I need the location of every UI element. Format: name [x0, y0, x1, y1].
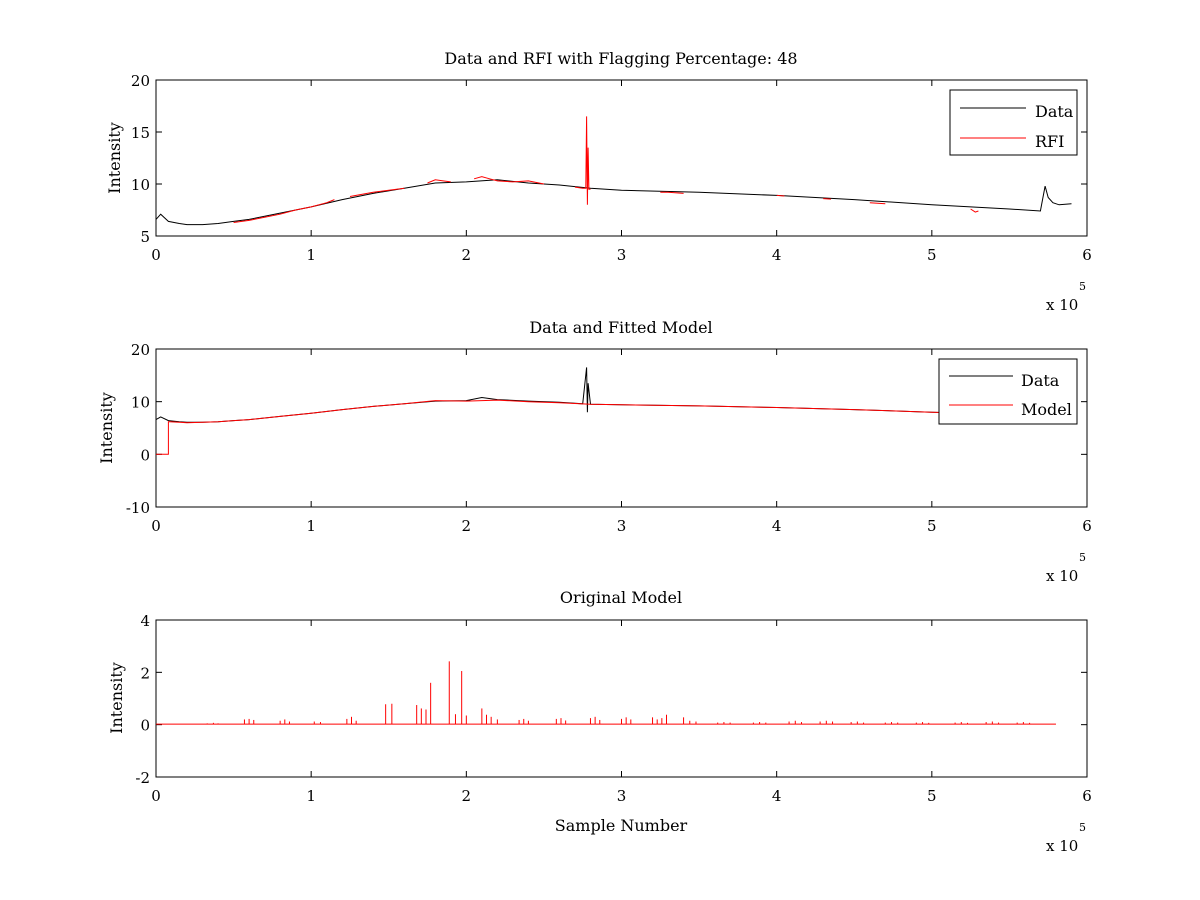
- panel-2-x-exponent-power: 5: [1079, 551, 1086, 564]
- panel-1-xtick-label: 5: [927, 246, 937, 264]
- panel-1-series-rfi-segment: [776, 194, 785, 197]
- panel-1-ytick-label: 20: [131, 72, 150, 90]
- panel-3-ytick-label: 0: [140, 717, 150, 735]
- panel-1-plot-area: [155, 116, 1072, 226]
- panel-2-xtick-label: 6: [1082, 517, 1092, 535]
- panel-2-plot-area: [155, 367, 1057, 455]
- panel-1-xtick-label: 0: [151, 246, 161, 264]
- panel-1-series-rfi-segment: [970, 208, 979, 213]
- panel-1-axes-frame: [155, 79, 1088, 237]
- panel-1-series-rfi-segment: [233, 199, 335, 223]
- panel-1: Data and RFI with Flagging Percentage: 4…: [105, 49, 1092, 314]
- panel-3-ylabel: Intensity: [107, 662, 126, 734]
- panel-3-xtick-label: 6: [1082, 787, 1092, 805]
- panel-3-ytick-label: 4: [140, 612, 150, 630]
- panel-1-legend: Data RFI: [949, 89, 1078, 156]
- panel-1-series-rfi-segment: [427, 179, 451, 184]
- panel-2-title: Data and Fitted Model: [529, 318, 712, 337]
- panel-3-xtick-label: 1: [306, 787, 316, 805]
- panel-3-xtick-label: 0: [151, 787, 161, 805]
- panel-3-ytick-label: -2: [135, 769, 150, 787]
- panel-2-xtick-label: 4: [772, 517, 782, 535]
- panel-1-series-rfi-segment: [823, 198, 832, 200]
- panel-2-x-exponent: x 10: [1046, 567, 1078, 585]
- panel-3-xtick-label: 3: [617, 787, 627, 805]
- panel-1-xtick-label: 4: [772, 246, 782, 264]
- panel-1-ticks: 0 1 2 3 4 5 6 5 10 15 20: [131, 72, 1092, 264]
- panel-3-ytick-label: 2: [140, 664, 150, 682]
- panel-1-xtick-label: 2: [462, 246, 472, 264]
- panel-1-series-rfi-segment: [574, 116, 591, 205]
- panel-3-xtick-label: 5: [927, 787, 937, 805]
- panel-1-series-rfi-segment: [349, 187, 405, 197]
- panel-3-xtick-label: 2: [462, 787, 472, 805]
- panel-2-xtick-label: 3: [617, 517, 627, 535]
- panel-2-legend-label-model: Model: [1021, 400, 1072, 419]
- panel-3-xtick-label: 4: [772, 787, 782, 805]
- panel-2-xtick-label: 0: [151, 517, 161, 535]
- panel-1-xtick-label: 1: [306, 246, 316, 264]
- panel-1-ytick-label: 15: [131, 124, 150, 142]
- panel-1-ylabel: Intensity: [105, 122, 124, 194]
- panel-2-ytick-label: -10: [126, 499, 150, 517]
- panel-1-legend-label-rfi: RFI: [1035, 132, 1064, 151]
- panel-1-xtick-label: 3: [617, 246, 627, 264]
- panel-2-xtick-label: 2: [462, 517, 472, 535]
- panel-1-x-exponent-power: 5: [1079, 280, 1086, 293]
- panel-2-legend-box: [938, 358, 1078, 425]
- panel-2-xtick-label: 1: [306, 517, 316, 535]
- panel-1-legend-box: [949, 89, 1078, 156]
- panel-2-legend: Data Model: [938, 358, 1078, 425]
- panel-2-ytick-label: 20: [131, 341, 150, 359]
- panel-1-series-rfi-segment: [473, 176, 544, 185]
- panel-2: Data and Fitted Model Intensity 0 1 2 3 4 5 6 -…: [97, 318, 1092, 585]
- panel-2-ytick-label: 10: [131, 394, 150, 412]
- panel-2-legend-label-data: Data: [1021, 371, 1060, 390]
- panel-1-ytick-label: 10: [131, 176, 150, 194]
- panel-1-ytick-label: 5: [140, 228, 150, 246]
- panel-1-x-exponent: x 10: [1046, 296, 1078, 314]
- panel-3-axes-frame: [155, 619, 1088, 778]
- panel-3-x-exponent: x 10: [1046, 837, 1078, 855]
- panel-3-xlabel: Sample Number: [555, 816, 688, 835]
- panel-2-ytick-label: 0: [140, 446, 150, 464]
- panel-1-series-rfi-segment: [660, 191, 684, 194]
- panel-2-ylabel: Intensity: [97, 392, 116, 464]
- panel-3-x-exponent-power: 5: [1079, 821, 1086, 834]
- panel-1-title: Data and RFI with Flagging Percentage: 4…: [444, 49, 797, 68]
- panel-1-xtick-label: 6: [1082, 246, 1092, 264]
- panel-2-xtick-label: 5: [927, 517, 937, 535]
- panel-1-series-data: [155, 179, 1072, 226]
- panel-1-legend-label-data: Data: [1035, 102, 1074, 121]
- panel-1-series-rfi-segment: [869, 202, 886, 205]
- panel-3-plot-area: [156, 661, 1056, 725]
- panel-3-title: Original Model: [560, 588, 682, 607]
- panel-2-series-model: [156, 399, 1057, 455]
